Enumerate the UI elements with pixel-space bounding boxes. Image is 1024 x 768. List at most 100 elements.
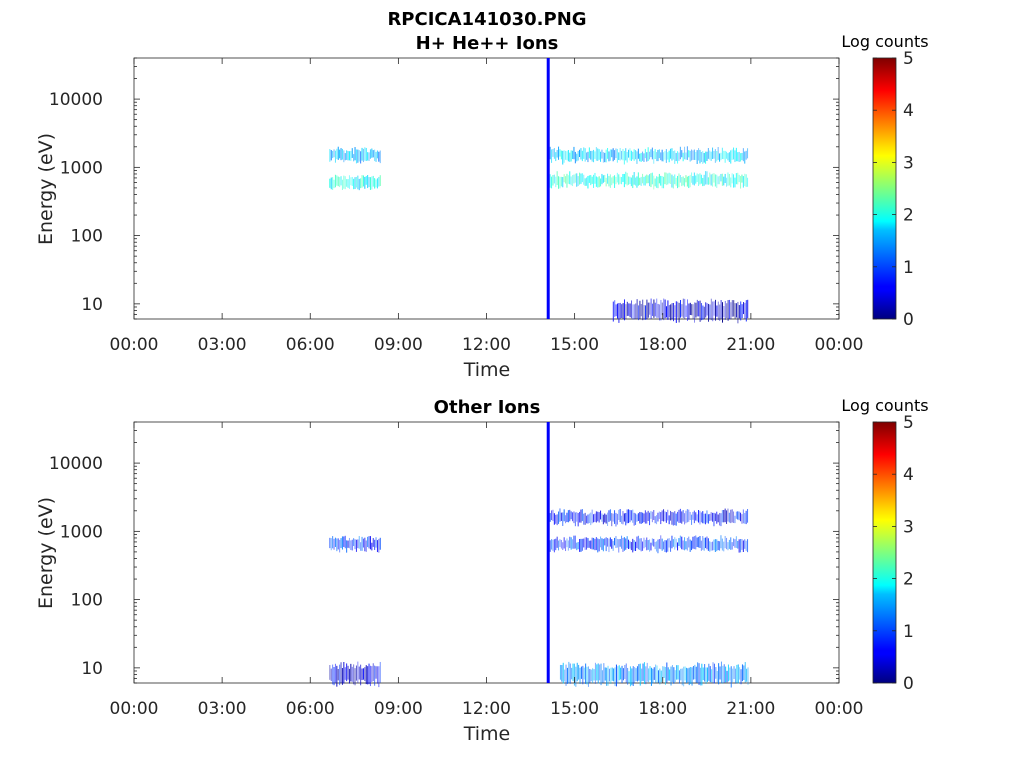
data-cell: [712, 301, 714, 322]
data-cell: [629, 176, 631, 184]
data-cell: [605, 149, 607, 163]
data-cell: [583, 174, 585, 185]
data-cell: [341, 668, 343, 685]
data-cell: [598, 512, 600, 523]
data-cell: [612, 513, 614, 522]
data-cell: [598, 539, 600, 552]
data-cell: [551, 539, 553, 550]
data-cell: [650, 667, 652, 686]
data-cell: [663, 298, 665, 321]
data-cell: [745, 540, 747, 551]
data-cell: [686, 146, 688, 160]
data-cell: [677, 511, 679, 522]
data-cell: [703, 174, 705, 186]
data-cell: [360, 151, 362, 164]
data-cell: [583, 538, 585, 548]
data-cell: [715, 667, 717, 679]
data-cell: [670, 540, 672, 552]
data-cell: [737, 511, 739, 520]
data-cell: [334, 537, 336, 547]
data-cell: [630, 510, 632, 521]
data-cell: [723, 305, 725, 318]
data-cell: [629, 303, 631, 318]
data-cell: [374, 539, 376, 550]
colorbar-tick-label: 5: [903, 49, 914, 69]
data-cell: [621, 304, 623, 319]
data-cell: [654, 541, 656, 550]
data-cell: [625, 538, 627, 550]
data-cell: [365, 665, 367, 685]
data-cell: [644, 175, 646, 186]
data-cell: [587, 514, 589, 524]
data-cell: [698, 301, 700, 317]
data-cell: [577, 176, 579, 186]
data-cell: [735, 511, 737, 519]
data-cell: [575, 666, 577, 687]
data-cell: [656, 515, 658, 525]
data-cell: [685, 541, 687, 550]
data-cell: [728, 512, 730, 523]
data-cell: [561, 664, 563, 682]
data-cell: [644, 539, 646, 548]
data-cell: [351, 176, 353, 186]
data-cell: [360, 664, 362, 686]
data-cell: [340, 662, 342, 683]
data-cell: [671, 148, 673, 161]
data-cell: [339, 664, 341, 686]
data-cell: [597, 511, 599, 522]
data-cell: [643, 537, 645, 549]
data-cell: [643, 513, 645, 523]
data-cell: [701, 303, 703, 321]
data-cell: [600, 536, 602, 548]
data-cell: [615, 664, 617, 687]
data-cell: [574, 173, 576, 183]
data-cell: [689, 150, 691, 162]
data-cell: [340, 148, 342, 161]
data-cell: [638, 664, 640, 681]
data-cell: [605, 537, 607, 552]
data-cell: [677, 542, 679, 551]
data-cell: [569, 509, 571, 522]
data-cell: [604, 538, 606, 546]
data-cell: [685, 305, 687, 317]
data-cell: [681, 177, 683, 187]
data-cell: [677, 151, 679, 164]
data-cell: [625, 304, 627, 319]
data-cell: [646, 662, 648, 682]
data-cell: [695, 175, 697, 184]
data-cell: [744, 151, 746, 164]
data-cell: [590, 669, 592, 682]
data-cell: [590, 174, 592, 186]
data-cell: [361, 536, 363, 551]
data-cell: [741, 152, 743, 161]
data-cell: [355, 665, 357, 681]
data-cell: [740, 512, 742, 522]
data-cell: [622, 511, 624, 525]
data-cell: [581, 538, 583, 551]
data-cell: [740, 153, 742, 162]
data-cell: [734, 177, 736, 188]
x-tick-label: 21:00: [726, 699, 775, 719]
data-cell: [688, 150, 690, 158]
data-cell: [600, 510, 602, 520]
data-cell: [622, 668, 624, 681]
data-cell: [612, 176, 614, 184]
data-cell: [628, 149, 630, 158]
data-cell: [716, 511, 718, 524]
data-cell: [560, 539, 562, 549]
data-cell: [663, 509, 665, 522]
data-cell: [732, 668, 734, 683]
data-cell: [629, 666, 631, 687]
data-cell: [622, 173, 624, 182]
data-cell: [678, 509, 680, 523]
data-cell: [578, 664, 580, 680]
data-cell: [715, 299, 717, 321]
data-cell: [647, 510, 649, 521]
data-cell: [619, 508, 621, 523]
data-cell: [587, 175, 589, 189]
data-cell: [677, 665, 679, 680]
colorbar-tick-label: 3: [903, 517, 914, 537]
data-cell: [671, 174, 673, 188]
data-cell: [632, 509, 634, 523]
data-cell: [678, 538, 680, 547]
